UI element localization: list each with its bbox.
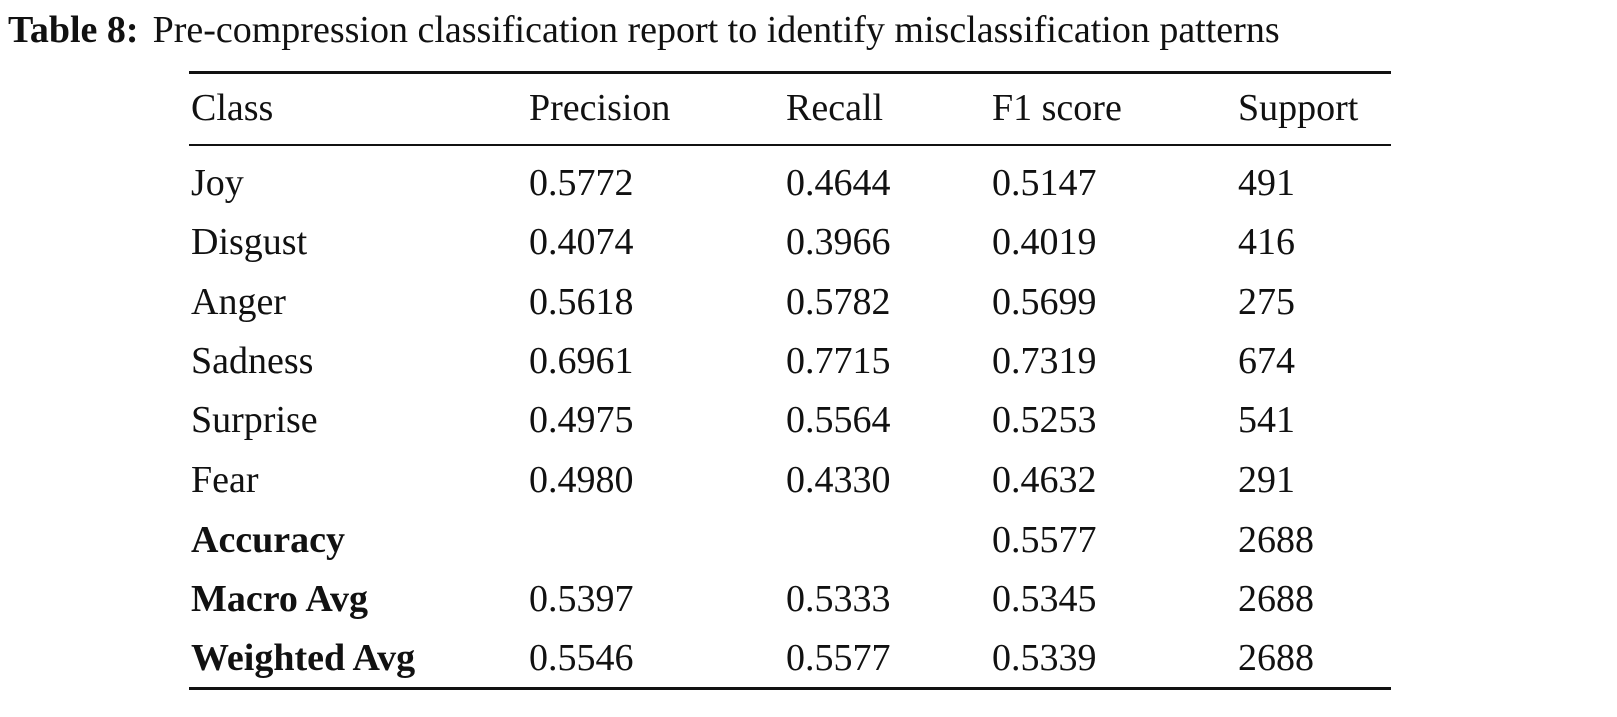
f1-cell: 0.4019 bbox=[992, 221, 1097, 263]
support-cell: 674 bbox=[1238, 340, 1295, 382]
f1-cell: 0.5147 bbox=[992, 162, 1097, 204]
table-row: Macro Avg 0.5397 0.5333 0.5345 2688 bbox=[189, 571, 1391, 627]
precision-cell: 0.5546 bbox=[529, 637, 634, 679]
class-cell: Joy bbox=[191, 162, 244, 204]
recall-cell: 0.5782 bbox=[786, 281, 891, 323]
header-precision: Precision bbox=[529, 87, 671, 129]
table-row: Accuracy 0.5577 2688 bbox=[189, 512, 1391, 568]
header-f1-score: F1 score bbox=[992, 87, 1122, 129]
precision-cell: 0.4975 bbox=[529, 399, 634, 441]
table-row: Joy 0.5772 0.4644 0.5147 491 bbox=[189, 155, 1391, 211]
class-cell: Disgust bbox=[191, 221, 308, 263]
header-support: Support bbox=[1238, 87, 1359, 129]
class-cell: Weighted Avg bbox=[191, 637, 416, 679]
f1-cell: 0.5577 bbox=[992, 519, 1097, 561]
precision-cell: 0.6961 bbox=[529, 340, 634, 382]
table-row: Anger 0.5618 0.5782 0.5699 275 bbox=[189, 274, 1391, 330]
recall-cell: 0.3966 bbox=[786, 221, 891, 263]
table-caption: Table 8: Pre-compression classification r… bbox=[8, 2, 1280, 58]
class-cell: Macro Avg bbox=[191, 578, 368, 620]
recall-cell: 0.5577 bbox=[786, 637, 891, 679]
table-row: Fear 0.4980 0.4330 0.4632 291 bbox=[189, 452, 1391, 508]
support-cell: 291 bbox=[1238, 459, 1295, 501]
precision-cell: 0.5397 bbox=[529, 578, 634, 620]
support-cell: 2688 bbox=[1238, 519, 1314, 561]
class-cell: Surprise bbox=[191, 399, 318, 441]
bottom-rule bbox=[189, 687, 1391, 690]
precision-cell: 0.4074 bbox=[529, 221, 634, 263]
f1-cell: 0.5345 bbox=[992, 578, 1097, 620]
f1-cell: 0.7319 bbox=[992, 340, 1097, 382]
precision-cell: 0.4980 bbox=[529, 459, 634, 501]
f1-cell: 0.4632 bbox=[992, 459, 1097, 501]
header-row: Class Precision Recall F1 score Support bbox=[189, 80, 1391, 136]
class-cell: Accuracy bbox=[191, 519, 346, 561]
recall-cell: 0.4644 bbox=[786, 162, 891, 204]
table-label: Table 8: bbox=[8, 9, 139, 51]
table-row: Surprise 0.4975 0.5564 0.5253 541 bbox=[189, 392, 1391, 448]
recall-cell: 0.4330 bbox=[786, 459, 891, 501]
caption-text: Pre-compression classification report to… bbox=[152, 9, 1280, 51]
top-rule bbox=[189, 71, 1391, 74]
support-cell: 541 bbox=[1238, 399, 1295, 441]
header-class: Class bbox=[191, 87, 274, 129]
header-rule bbox=[189, 144, 1391, 146]
table-row: Disgust 0.4074 0.3966 0.4019 416 bbox=[189, 214, 1391, 270]
support-cell: 275 bbox=[1238, 281, 1295, 323]
recall-cell: 0.5564 bbox=[786, 399, 891, 441]
f1-cell: 0.5339 bbox=[992, 637, 1097, 679]
support-cell: 416 bbox=[1238, 221, 1295, 263]
f1-cell: 0.5699 bbox=[992, 281, 1097, 323]
f1-cell: 0.5253 bbox=[992, 399, 1097, 441]
class-cell: Fear bbox=[191, 459, 259, 501]
header-recall: Recall bbox=[786, 87, 884, 129]
support-cell: 491 bbox=[1238, 162, 1295, 204]
recall-cell: 0.7715 bbox=[786, 340, 891, 382]
support-cell: 2688 bbox=[1238, 578, 1314, 620]
class-cell: Anger bbox=[191, 281, 286, 323]
class-cell: Sadness bbox=[191, 340, 314, 382]
table-row: Weighted Avg 0.5546 0.5577 0.5339 2688 bbox=[189, 630, 1391, 686]
recall-cell: 0.5333 bbox=[786, 578, 891, 620]
precision-cell: 0.5772 bbox=[529, 162, 634, 204]
support-cell: 2688 bbox=[1238, 637, 1314, 679]
precision-cell: 0.5618 bbox=[529, 281, 634, 323]
table-row: Sadness 0.6961 0.7715 0.7319 674 bbox=[189, 333, 1391, 389]
